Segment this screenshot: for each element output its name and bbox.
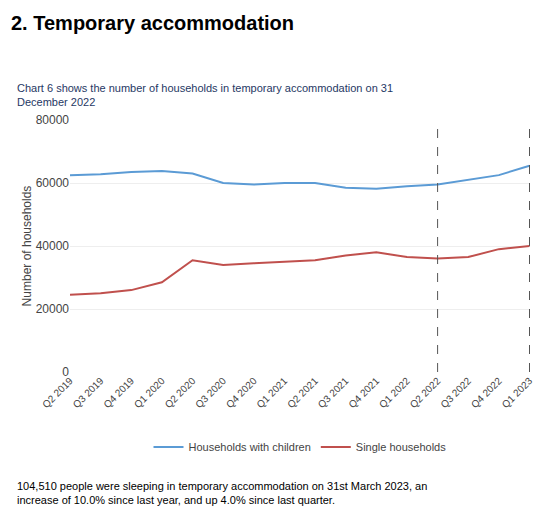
svg-text:Q4 2021: Q4 2021 — [346, 375, 381, 410]
svg-text:Q2 2021: Q2 2021 — [285, 375, 320, 410]
svg-text:Q4 2022: Q4 2022 — [469, 375, 504, 410]
svg-text:Households with children: Households with children — [189, 441, 311, 453]
svg-text:40000: 40000 — [36, 239, 70, 253]
svg-text:104,510 people were sleeping i: 104,510 people were sleeping in temporar… — [17, 480, 427, 506]
svg-text:Single households: Single households — [356, 441, 446, 453]
svg-text:Q3 2022: Q3 2022 — [438, 375, 473, 410]
svg-text:Chart 6 shows the number of ho: Chart 6 shows the number of households i… — [17, 82, 393, 108]
svg-text:Q1 2020: Q1 2020 — [132, 375, 167, 410]
svg-text:Q1 2022: Q1 2022 — [377, 375, 412, 410]
svg-text:80000: 80000 — [36, 113, 70, 127]
svg-text:2. Temporary accommodation: 2. Temporary accommodation — [11, 12, 294, 34]
svg-text:Q3 2020: Q3 2020 — [193, 375, 228, 410]
svg-text:Number of households: Number of households — [20, 186, 34, 307]
svg-text:0: 0 — [62, 365, 69, 379]
svg-text:60000: 60000 — [36, 176, 70, 190]
svg-text:Q2 2022: Q2 2022 — [408, 375, 443, 410]
svg-text:Q1 2021: Q1 2021 — [254, 375, 289, 410]
svg-text:Q3 2021: Q3 2021 — [316, 375, 351, 410]
svg-text:Q2 2020: Q2 2020 — [163, 375, 198, 410]
svg-text:20000: 20000 — [36, 302, 70, 316]
svg-text:Q3 2019: Q3 2019 — [71, 375, 106, 410]
svg-text:Q2 2019: Q2 2019 — [40, 375, 75, 410]
svg-text:Q4 2020: Q4 2020 — [224, 375, 259, 410]
svg-text:Q1 2023: Q1 2023 — [500, 375, 535, 410]
svg-text:Q4 2019: Q4 2019 — [101, 375, 136, 410]
